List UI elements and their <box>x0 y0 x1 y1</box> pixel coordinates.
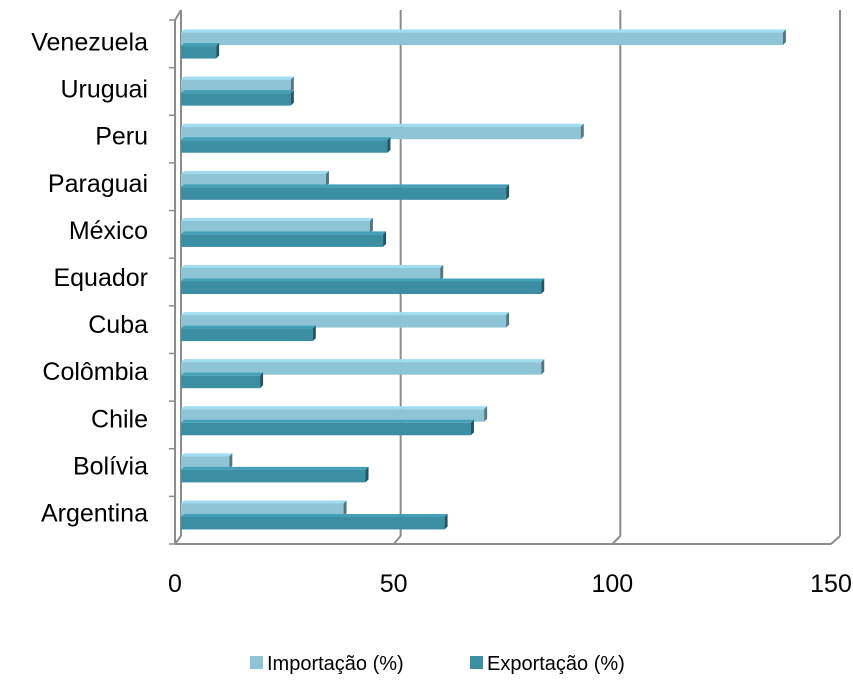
bar-equador-exportacao <box>181 278 545 294</box>
bar-chile-exportacao <box>181 419 474 436</box>
category-label-venezuela: Venezuela <box>31 29 148 57</box>
category-label-mexico: México <box>69 217 148 245</box>
category-label-colombia: Colômbia <box>42 358 148 386</box>
gridline-depth-50 <box>392 535 402 545</box>
bar-bolivia-exportacao <box>181 466 369 483</box>
bar-peru-importacao <box>181 123 584 140</box>
tick-labels: 0 50 100 150 <box>168 570 852 598</box>
legend-swatch <box>250 656 263 669</box>
bar-mexico-exportacao <box>181 231 387 247</box>
x-tick-label-150: 150 <box>810 570 852 598</box>
legend: Importação (%) Exportação (%) <box>250 653 625 675</box>
bar-cuba-importacao <box>181 312 510 328</box>
category-label-peru: Peru <box>95 123 148 151</box>
legend-label: Importação (%) <box>267 653 404 675</box>
category-label-cuba: Cuba <box>88 311 148 339</box>
bar-colombia-importacao <box>181 359 545 375</box>
bar-argentina-importacao <box>181 500 347 516</box>
legend-item-importacao: Importação (%) <box>250 653 404 675</box>
gridline-depth-100 <box>611 535 622 545</box>
category-label-chile: Chile <box>91 405 148 433</box>
gridline-depth-150 <box>830 535 841 545</box>
axes <box>169 19 831 545</box>
category-label-equador: Equador <box>53 264 148 292</box>
legend-label: Exportação (%) <box>487 653 625 675</box>
legend-item-exportacao: Exportação (%) <box>470 653 625 675</box>
bar-cuba-exportacao <box>181 325 316 342</box>
bar-mexico-importacao <box>181 217 373 234</box>
bar-paraguai-exportacao <box>181 184 510 200</box>
bar-uruguai-importacao <box>181 76 294 93</box>
bar-venezuela-importacao <box>181 29 786 46</box>
bar-bolivia-importacao <box>181 453 233 469</box>
bars <box>181 29 786 530</box>
category-label-uruguai: Uruguai <box>60 76 148 104</box>
bar-venezuela-exportacao <box>181 43 220 59</box>
x-tick-label-50: 50 <box>380 570 408 598</box>
bar-argentina-exportacao <box>181 513 448 530</box>
category-label-paraguai: Paraguai <box>48 170 148 198</box>
category-label-bolivia: Bolívia <box>73 452 148 480</box>
bar-uruguai-exportacao <box>181 90 294 106</box>
legend-swatch <box>470 656 483 669</box>
bar-paraguai-importacao <box>181 170 329 187</box>
x-tick-label-0: 0 <box>168 570 182 598</box>
bar-equador-importacao <box>181 265 444 281</box>
bar-peru-exportacao <box>181 137 391 153</box>
x-tick-label-100: 100 <box>591 570 633 598</box>
category-label-argentina: Argentina <box>41 499 148 527</box>
bar-chile-importacao <box>181 406 488 422</box>
bar-colombia-exportacao <box>181 372 264 389</box>
category-labels: Venezuela Uruguai Peru Paraguai México Equado… <box>31 29 148 528</box>
